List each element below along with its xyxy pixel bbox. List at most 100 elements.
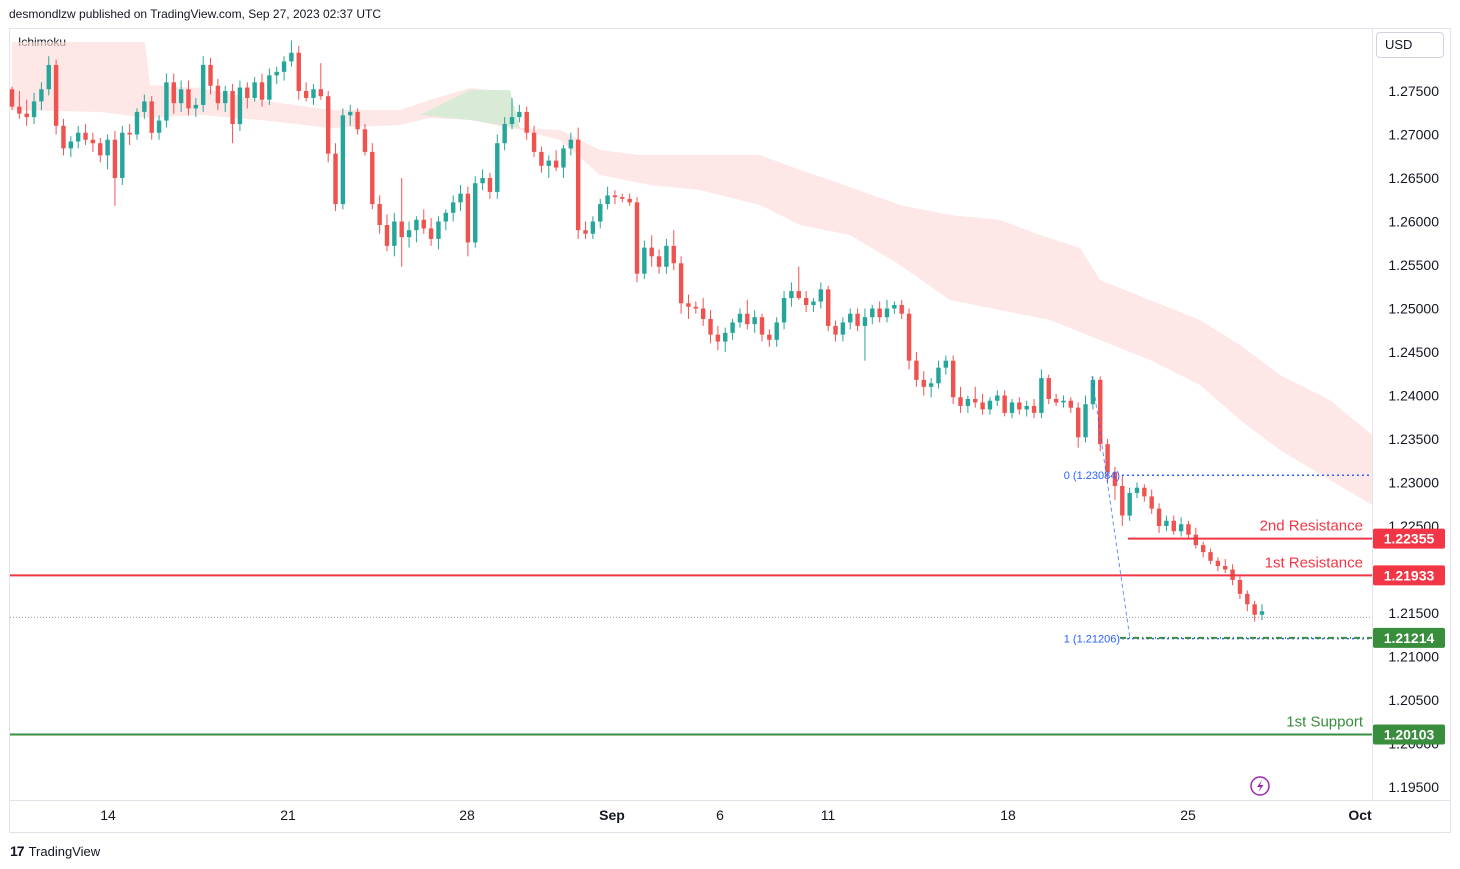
candle-body [296,52,301,91]
candle-body [414,219,419,231]
candle [671,230,676,271]
candle-body [730,322,735,333]
candle [164,73,169,128]
price-tick-label: 1.27000 [1388,127,1439,143]
tradingview-logo-icon: 17 [10,843,25,859]
fib-label-0: 0 (1.23084) [1064,470,1120,482]
candle [715,325,721,351]
candle-body [642,247,647,274]
candle [1061,395,1066,408]
candle-body [237,87,243,125]
candle-body [781,298,787,323]
candle-body [678,263,684,304]
candle-body [149,101,154,133]
candle [848,308,853,330]
candle-body [1083,404,1088,438]
candle-body [1112,472,1118,486]
candle [53,59,59,135]
candle-body [61,125,66,149]
candle-body [612,195,618,198]
candle-body [539,151,544,166]
candle-body [75,132,81,142]
candle [325,91,331,163]
candle [215,78,221,111]
candle [737,308,743,328]
candle-body [1164,520,1169,526]
candle [186,80,191,116]
candle [1245,590,1250,612]
candle-body [590,221,596,234]
candle-body [855,313,860,326]
price-tick-label: 1.26500 [1388,170,1439,186]
candle [355,108,360,135]
candle [678,256,684,314]
candle [436,216,441,250]
candle [105,134,110,170]
candle-body [914,360,919,380]
candle [1002,390,1007,417]
candle [781,291,787,330]
candle [752,310,757,333]
price-tick-label: 1.23000 [1388,475,1439,491]
candle [1186,520,1191,539]
candle [693,301,699,314]
candle-body [936,367,941,384]
price-tick-label: 1.23500 [1388,431,1439,447]
candle-body [803,298,809,306]
candle [178,80,184,112]
candle [259,73,265,107]
candle-body [1120,485,1125,516]
candle-body [825,289,831,326]
candle-body [561,148,566,168]
candle-body [745,313,750,325]
candle-body [171,82,176,104]
candle-body [1237,579,1243,594]
currency-selector[interactable]: USD [1376,32,1444,58]
candle-body [759,317,765,335]
candle-body [1127,492,1132,516]
candle-body [98,143,103,156]
candle [1053,393,1059,406]
lightning-icon[interactable] [1250,776,1270,796]
price-tick-label: 1.27500 [1388,83,1439,99]
candle [303,82,309,102]
candle [458,184,463,212]
candle [1200,541,1206,558]
level-price-value: 1.22355 [1384,531,1435,547]
candle-body [436,221,441,239]
level-price-badge [1373,724,1445,745]
candle-body [399,221,404,238]
candle-body [656,256,662,267]
candle [134,108,140,140]
level-price-badge [1373,627,1445,648]
time-tick-label: Oct [1348,807,1372,823]
candle [274,66,279,85]
candle [833,320,838,342]
candle-body [127,132,132,135]
level-price-value: 1.20103 [1384,727,1435,743]
candle-body [480,178,485,184]
candle-body [39,89,44,102]
candle [1105,439,1110,483]
candle-body [142,101,147,112]
candle [884,299,890,323]
candle [531,125,537,158]
candle-body [333,153,338,205]
candle-body [223,91,228,104]
candle [289,40,294,67]
candle [399,178,404,267]
candle [421,209,426,234]
candle [31,92,37,125]
candle [200,56,206,112]
candle [68,136,74,158]
candle [392,212,397,257]
fib-label-1: 1 (1.21206) [1064,634,1120,646]
level-price-value: 1.21214 [1384,630,1435,646]
candle [723,327,728,352]
candle-body [112,139,118,178]
candle [686,294,691,319]
candle [450,195,456,222]
candle [605,186,610,210]
candle [156,115,162,140]
